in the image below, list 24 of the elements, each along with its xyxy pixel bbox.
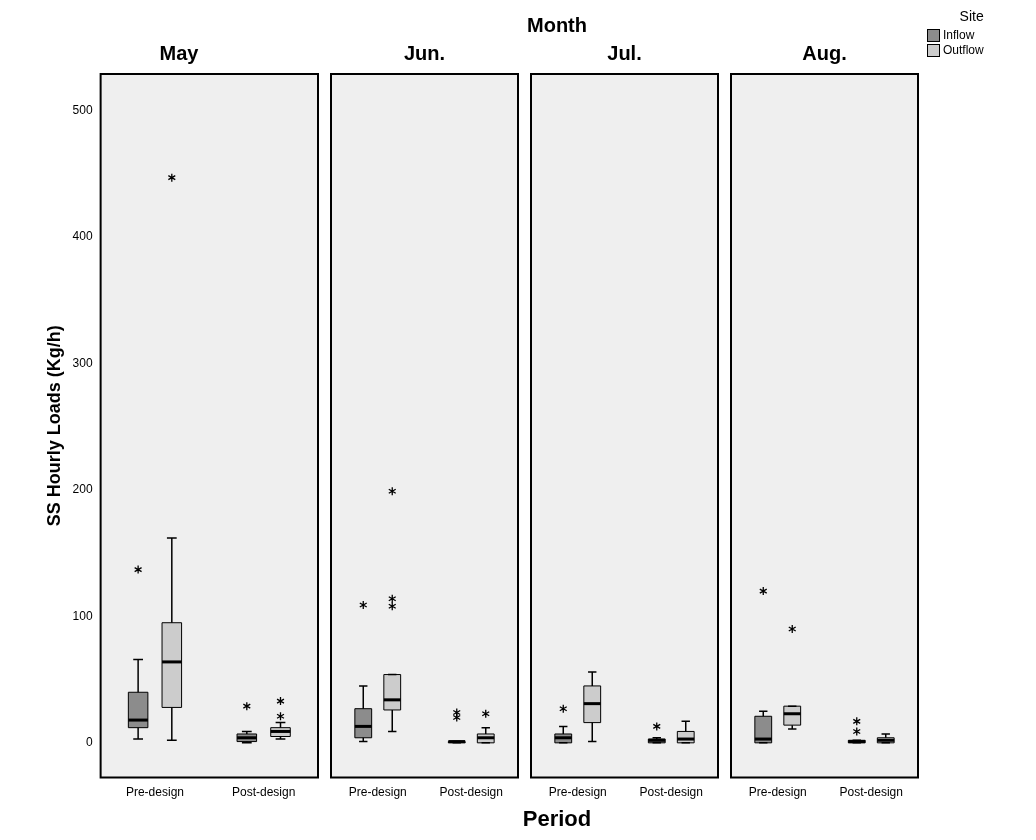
- legend-label: Outflow: [943, 43, 984, 57]
- chart-title: Aug.: [802, 41, 847, 64]
- x-axis-title: Period: [521, 806, 593, 832]
- y-tick-label: 500: [72, 102, 93, 117]
- y-tick-label: 300: [72, 355, 93, 370]
- y-tick-label: 0: [85, 735, 93, 750]
- chart-title: Jun.: [403, 41, 446, 64]
- x-tick-label: Post-design: [839, 785, 903, 800]
- y-tick-label: 400: [72, 229, 93, 244]
- chart-title: Jul.: [607, 41, 642, 64]
- x-tick-label: Pre-design: [748, 785, 807, 800]
- x-tick-label: Pre-design: [348, 785, 407, 800]
- x-tick-label: Post-design: [231, 785, 296, 800]
- x-tick-label: Post-design: [639, 785, 703, 800]
- legend-label: Inflow: [943, 28, 975, 42]
- legend-title: Site: [958, 8, 984, 24]
- x-tick-label: Post-design: [439, 785, 503, 800]
- chart-title: May: [159, 41, 200, 64]
- y-tick-label: 200: [72, 482, 93, 497]
- text: Month: [526, 14, 588, 37]
- x-tick-label: Pre-design: [548, 785, 607, 800]
- y-tick-label: 100: [72, 608, 93, 623]
- y-axis-title: SS Hourly Loads (Kg/h): [43, 325, 64, 527]
- x-tick-label: Pre-design: [125, 785, 184, 800]
